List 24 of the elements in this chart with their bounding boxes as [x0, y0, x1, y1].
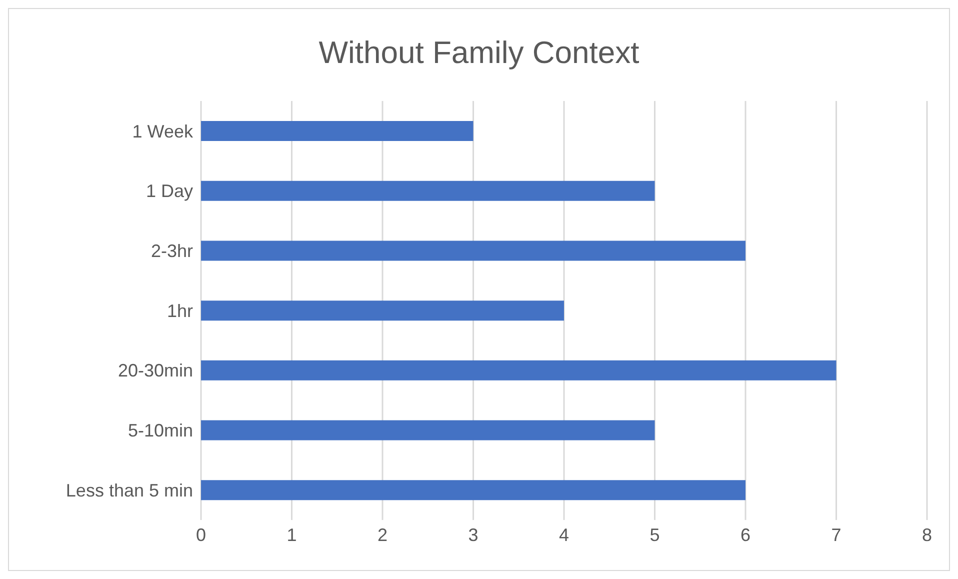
bar — [201, 121, 474, 141]
y-tick-label: 1 Week — [132, 121, 194, 142]
bar — [201, 240, 746, 261]
x-tick-label: 4 — [558, 524, 570, 545]
x-tick-label: 6 — [740, 524, 751, 545]
chart-title: Without Family Context — [318, 34, 640, 72]
bar — [201, 480, 746, 500]
y-tick-label: 2-3hr — [150, 241, 193, 262]
x-tick-label: 5 — [650, 524, 660, 545]
x-tick-label: 3 — [468, 524, 478, 545]
bar — [201, 300, 564, 321]
x-tick-label: 0 — [196, 524, 206, 545]
y-tick-label: 1 Day — [146, 181, 193, 202]
y-tick-label: 1hr — [166, 300, 194, 321]
bar — [201, 360, 836, 380]
bar — [201, 180, 655, 201]
x-tick-label: 2 — [377, 524, 388, 545]
x-tick-label: 8 — [922, 524, 932, 545]
x-tick-label: 1 — [286, 524, 297, 545]
y-tick-label: 5-10min — [128, 420, 193, 441]
y-tick-label: 20-30min — [118, 360, 193, 381]
bar — [201, 420, 655, 440]
x-tick-label: 7 — [831, 524, 842, 545]
y-tick-label: Less than 5 min — [66, 480, 193, 500]
